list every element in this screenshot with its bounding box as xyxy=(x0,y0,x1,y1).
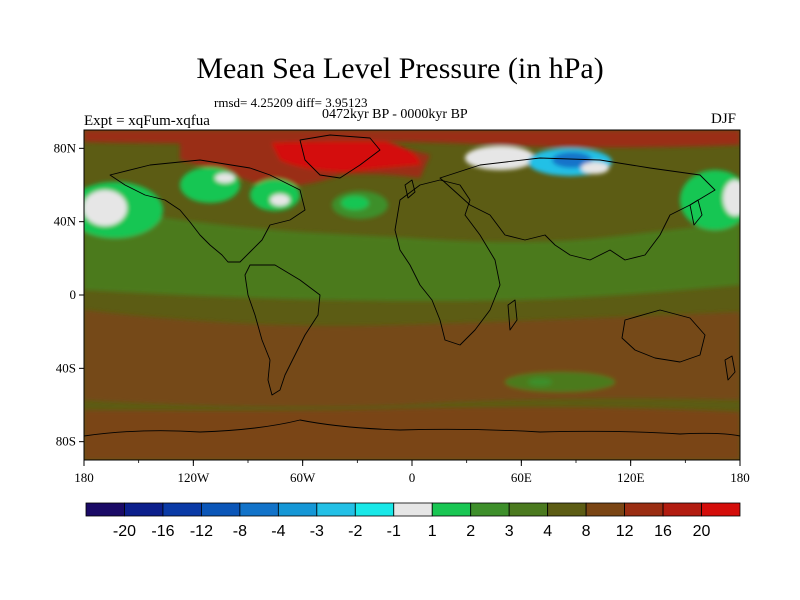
experiment-label: Expt = xqFum-xqfua xyxy=(84,113,210,129)
colorbar-label: 1 xyxy=(428,523,437,540)
colorbar-label: -12 xyxy=(190,523,213,540)
colorbar-swatch xyxy=(124,502,164,517)
colorbar-swatch xyxy=(316,502,356,517)
x-tick-label: 60W xyxy=(290,470,316,485)
colorbar-label: -3 xyxy=(310,523,324,540)
colorbar-swatch xyxy=(585,502,625,517)
y-tick-label: 80N xyxy=(54,140,77,155)
colorbar-label: 12 xyxy=(616,523,634,540)
colorbar-swatch xyxy=(508,502,549,517)
stats-label: rmsd= 4.25209 diff= 3.95123 xyxy=(214,95,368,110)
colorbar-label: -20 xyxy=(113,523,136,540)
colorbar-label: -8 xyxy=(233,523,247,540)
x-tick-label: 120E xyxy=(617,470,645,485)
colorbar-label: 2 xyxy=(466,523,475,540)
x-tick-label: 120W xyxy=(177,470,210,485)
colorbar-label: 4 xyxy=(543,523,552,540)
colorbar-label: 8 xyxy=(582,523,591,540)
colorbar-label: -4 xyxy=(271,523,285,540)
colorbar-swatch xyxy=(393,502,433,517)
colorbar-swatch xyxy=(201,502,241,517)
colorbar-label: -1 xyxy=(387,523,401,540)
colorbar-swatch xyxy=(354,502,395,517)
y-tick-label: 0 xyxy=(70,287,77,302)
colorbar-label: -16 xyxy=(151,523,174,540)
colorbar-swatch xyxy=(239,502,279,517)
colorbar-label: 3 xyxy=(505,523,514,540)
chart-title: Mean Sea Level Pressure (in hPa) xyxy=(196,52,604,85)
pressure-field-map xyxy=(84,130,740,460)
colorbar-swatch xyxy=(431,502,472,517)
colorbar-swatch xyxy=(624,502,664,517)
colorbar-swatch xyxy=(85,502,125,517)
season-label: DJF xyxy=(711,111,737,127)
colorbar-swatch xyxy=(277,502,318,517)
x-tick-label: 180 xyxy=(730,470,750,485)
y-tick-label: 40N xyxy=(54,214,77,229)
y-axis: 80N 40N 0 40S 80S xyxy=(54,140,84,449)
y-tick-label: 80S xyxy=(56,434,76,449)
colorbar-label: 16 xyxy=(654,523,672,540)
colorbar-swatch xyxy=(662,502,702,517)
x-tick-label: 180 xyxy=(74,470,94,485)
colorbar-label: -2 xyxy=(348,523,362,540)
x-tick-label: 60E xyxy=(511,470,532,485)
colorbar-swatch xyxy=(701,502,741,517)
colorbar-swatch xyxy=(470,502,510,517)
y-tick-label: 40S xyxy=(56,360,76,375)
colorbar-swatch xyxy=(547,502,587,517)
colorbar: -20 -16 -12 -8 -4 -3 -2 -1 1 2 3 4 8 12 16 20 xyxy=(85,502,741,540)
period-label: 0472kyr BP - 0000kyr BP xyxy=(322,107,468,122)
x-tick-label: 0 xyxy=(409,470,416,485)
colorbar-label: 20 xyxy=(693,523,711,540)
colorbar-swatch xyxy=(162,502,202,517)
x-axis: 180 120W 60W 0 60E 120E 180 xyxy=(74,460,750,485)
